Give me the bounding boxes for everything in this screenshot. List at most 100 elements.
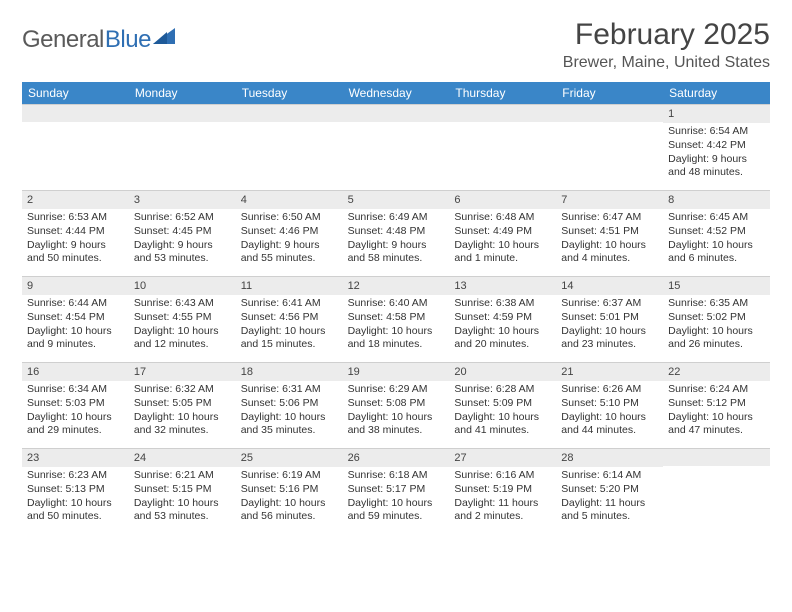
day-body: Sunrise: 6:19 AMSunset: 5:16 PMDaylight:… bbox=[236, 467, 343, 528]
sunset-text: Sunset: 5:08 PM bbox=[348, 397, 445, 411]
daylight-text: Daylight: 10 hours and 12 minutes. bbox=[134, 325, 231, 352]
daylight-text: Daylight: 10 hours and 1 minute. bbox=[454, 239, 551, 266]
day-body: Sunrise: 6:48 AMSunset: 4:49 PMDaylight:… bbox=[449, 209, 556, 270]
sunrise-text: Sunrise: 6:45 AM bbox=[668, 211, 765, 225]
sunrise-text: Sunrise: 6:28 AM bbox=[454, 383, 551, 397]
day-cell bbox=[343, 104, 450, 190]
daylight-text: Daylight: 10 hours and 38 minutes. bbox=[348, 411, 445, 438]
sunset-text: Sunset: 5:20 PM bbox=[561, 483, 658, 497]
day-cell: 15Sunrise: 6:35 AMSunset: 5:02 PMDayligh… bbox=[663, 276, 770, 362]
logo-triangle-icon bbox=[153, 26, 175, 49]
day-cell: 1Sunrise: 6:54 AMSunset: 4:42 PMDaylight… bbox=[663, 104, 770, 190]
day-number: 26 bbox=[343, 449, 450, 467]
sunrise-text: Sunrise: 6:21 AM bbox=[134, 469, 231, 483]
day-cell: 19Sunrise: 6:29 AMSunset: 5:08 PMDayligh… bbox=[343, 362, 450, 448]
daylight-text: Daylight: 9 hours and 53 minutes. bbox=[134, 239, 231, 266]
sunset-text: Sunset: 5:10 PM bbox=[561, 397, 658, 411]
day-number bbox=[663, 449, 770, 466]
sunset-text: Sunset: 4:42 PM bbox=[668, 139, 765, 153]
daylight-text: Daylight: 10 hours and 50 minutes. bbox=[27, 497, 124, 524]
day-body: Sunrise: 6:35 AMSunset: 5:02 PMDaylight:… bbox=[663, 295, 770, 356]
day-cell: 7Sunrise: 6:47 AMSunset: 4:51 PMDaylight… bbox=[556, 190, 663, 276]
day-number: 16 bbox=[22, 363, 129, 381]
day-cell: 13Sunrise: 6:38 AMSunset: 4:59 PMDayligh… bbox=[449, 276, 556, 362]
daylight-text: Daylight: 10 hours and 26 minutes. bbox=[668, 325, 765, 352]
day-number: 13 bbox=[449, 277, 556, 295]
day-number: 3 bbox=[129, 191, 236, 209]
day-number: 7 bbox=[556, 191, 663, 209]
day-number: 5 bbox=[343, 191, 450, 209]
sunset-text: Sunset: 5:05 PM bbox=[134, 397, 231, 411]
day-cell: 2Sunrise: 6:53 AMSunset: 4:44 PMDaylight… bbox=[22, 190, 129, 276]
day-cell bbox=[556, 104, 663, 190]
day-number: 27 bbox=[449, 449, 556, 467]
daylight-text: Daylight: 11 hours and 5 minutes. bbox=[561, 497, 658, 524]
day-cell: 28Sunrise: 6:14 AMSunset: 5:20 PMDayligh… bbox=[556, 448, 663, 534]
daylight-text: Daylight: 10 hours and 18 minutes. bbox=[348, 325, 445, 352]
day-body: Sunrise: 6:29 AMSunset: 5:08 PMDaylight:… bbox=[343, 381, 450, 442]
sunrise-text: Sunrise: 6:18 AM bbox=[348, 469, 445, 483]
day-cell bbox=[663, 448, 770, 534]
sunrise-text: Sunrise: 6:49 AM bbox=[348, 211, 445, 225]
day-body bbox=[556, 122, 663, 128]
sunset-text: Sunset: 4:46 PM bbox=[241, 225, 338, 239]
day-body bbox=[343, 122, 450, 128]
daylight-text: Daylight: 10 hours and 20 minutes. bbox=[454, 325, 551, 352]
day-cell: 25Sunrise: 6:19 AMSunset: 5:16 PMDayligh… bbox=[236, 448, 343, 534]
daylight-text: Daylight: 10 hours and 29 minutes. bbox=[27, 411, 124, 438]
daylight-text: Daylight: 9 hours and 48 minutes. bbox=[668, 153, 765, 180]
daylight-text: Daylight: 10 hours and 6 minutes. bbox=[668, 239, 765, 266]
daylight-text: Daylight: 10 hours and 15 minutes. bbox=[241, 325, 338, 352]
day-body: Sunrise: 6:52 AMSunset: 4:45 PMDaylight:… bbox=[129, 209, 236, 270]
day-cell: 14Sunrise: 6:37 AMSunset: 5:01 PMDayligh… bbox=[556, 276, 663, 362]
sunset-text: Sunset: 5:01 PM bbox=[561, 311, 658, 325]
logo: General Blue bbox=[22, 26, 175, 54]
weekday-header: Friday bbox=[556, 82, 663, 104]
day-number: 22 bbox=[663, 363, 770, 381]
day-body: Sunrise: 6:24 AMSunset: 5:12 PMDaylight:… bbox=[663, 381, 770, 442]
sunset-text: Sunset: 4:54 PM bbox=[27, 311, 124, 325]
day-number: 14 bbox=[556, 277, 663, 295]
sunset-text: Sunset: 4:59 PM bbox=[454, 311, 551, 325]
day-cell bbox=[22, 104, 129, 190]
weekday-header: Thursday bbox=[449, 82, 556, 104]
sunrise-text: Sunrise: 6:35 AM bbox=[668, 297, 765, 311]
day-body: Sunrise: 6:14 AMSunset: 5:20 PMDaylight:… bbox=[556, 467, 663, 528]
sunrise-text: Sunrise: 6:16 AM bbox=[454, 469, 551, 483]
day-cell bbox=[236, 104, 343, 190]
sunrise-text: Sunrise: 6:40 AM bbox=[348, 297, 445, 311]
daylight-text: Daylight: 10 hours and 44 minutes. bbox=[561, 411, 658, 438]
sunrise-text: Sunrise: 6:14 AM bbox=[561, 469, 658, 483]
daylight-text: Daylight: 10 hours and 56 minutes. bbox=[241, 497, 338, 524]
sunset-text: Sunset: 4:44 PM bbox=[27, 225, 124, 239]
day-body: Sunrise: 6:21 AMSunset: 5:15 PMDaylight:… bbox=[129, 467, 236, 528]
day-number: 9 bbox=[22, 277, 129, 295]
sunset-text: Sunset: 4:49 PM bbox=[454, 225, 551, 239]
sunset-text: Sunset: 5:09 PM bbox=[454, 397, 551, 411]
sunset-text: Sunset: 4:55 PM bbox=[134, 311, 231, 325]
calendar: Sunday Monday Tuesday Wednesday Thursday… bbox=[22, 82, 770, 534]
day-number: 15 bbox=[663, 277, 770, 295]
day-cell: 12Sunrise: 6:40 AMSunset: 4:58 PMDayligh… bbox=[343, 276, 450, 362]
day-body: Sunrise: 6:37 AMSunset: 5:01 PMDaylight:… bbox=[556, 295, 663, 356]
day-cell: 26Sunrise: 6:18 AMSunset: 5:17 PMDayligh… bbox=[343, 448, 450, 534]
sunset-text: Sunset: 5:12 PM bbox=[668, 397, 765, 411]
day-cell: 9Sunrise: 6:44 AMSunset: 4:54 PMDaylight… bbox=[22, 276, 129, 362]
daylight-text: Daylight: 10 hours and 41 minutes. bbox=[454, 411, 551, 438]
day-cell: 23Sunrise: 6:23 AMSunset: 5:13 PMDayligh… bbox=[22, 448, 129, 534]
day-body: Sunrise: 6:28 AMSunset: 5:09 PMDaylight:… bbox=[449, 381, 556, 442]
day-body: Sunrise: 6:47 AMSunset: 4:51 PMDaylight:… bbox=[556, 209, 663, 270]
sunrise-text: Sunrise: 6:43 AM bbox=[134, 297, 231, 311]
day-number bbox=[449, 105, 556, 122]
weekday-header-row: Sunday Monday Tuesday Wednesday Thursday… bbox=[22, 82, 770, 104]
sunrise-text: Sunrise: 6:50 AM bbox=[241, 211, 338, 225]
month-title: February 2025 bbox=[563, 18, 770, 52]
sunset-text: Sunset: 4:45 PM bbox=[134, 225, 231, 239]
sunset-text: Sunset: 5:13 PM bbox=[27, 483, 124, 497]
day-body bbox=[236, 122, 343, 128]
day-body: Sunrise: 6:31 AMSunset: 5:06 PMDaylight:… bbox=[236, 381, 343, 442]
daylight-text: Daylight: 10 hours and 35 minutes. bbox=[241, 411, 338, 438]
sunrise-text: Sunrise: 6:44 AM bbox=[27, 297, 124, 311]
sunrise-text: Sunrise: 6:37 AM bbox=[561, 297, 658, 311]
day-number bbox=[22, 105, 129, 122]
